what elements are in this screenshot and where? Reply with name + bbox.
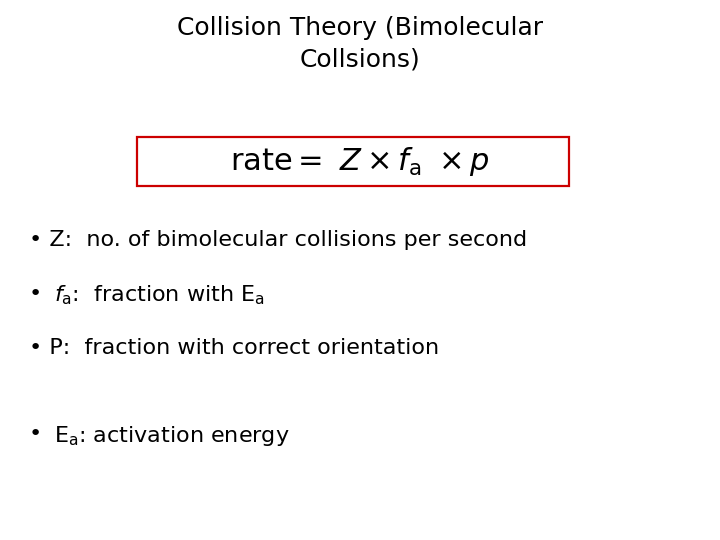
- Text: • P:  fraction with correct orientation: • P: fraction with correct orientation: [29, 338, 439, 357]
- Text: $f_{\mathrm{a}}$:  fraction with $\mathrm{E_a}$: $f_{\mathrm{a}}$: fraction with $\mathrm…: [54, 284, 265, 307]
- Text: $\mathrm{E_a}$: activation energy: $\mathrm{E_a}$: activation energy: [54, 424, 289, 448]
- Text: $\mathrm{rate} = \ Z \times f_{\mathrm{a}} \ \times p$: $\mathrm{rate} = \ Z \times f_{\mathrm{a…: [230, 145, 490, 179]
- Text: • Z:  no. of bimolecular collisions per second: • Z: no. of bimolecular collisions per s…: [29, 230, 527, 249]
- Text: Collision Theory (Bimolecular
Collsions): Collision Theory (Bimolecular Collsions): [177, 16, 543, 72]
- Text: •: •: [29, 424, 49, 444]
- Text: •: •: [29, 284, 49, 303]
